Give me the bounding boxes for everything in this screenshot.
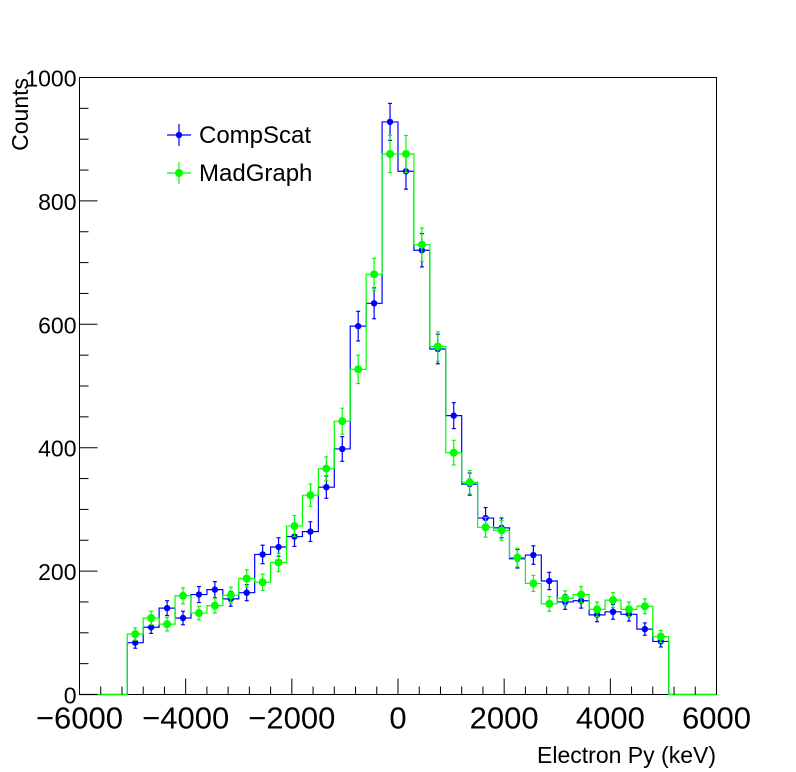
data-point-madgraph (417, 240, 426, 249)
data-point-madgraph (147, 613, 156, 622)
series-layer (79, 102, 717, 696)
data-point-madgraph (338, 417, 347, 426)
data-point-madgraph (194, 609, 203, 618)
data-point-compscat (530, 551, 537, 559)
y-tick-label: 1000 (25, 66, 76, 92)
data-point-compscat (307, 528, 314, 535)
data-point-madgraph (561, 594, 570, 603)
data-point-compscat (641, 625, 649, 633)
data-point-compscat (243, 589, 250, 596)
data-point-compscat (275, 543, 282, 551)
histogram-step-madgraph (79, 153, 717, 696)
data-point-madgraph (529, 579, 538, 588)
data-point-madgraph (481, 523, 490, 532)
data-point-madgraph (497, 526, 506, 535)
x-tick-label: −4000 (142, 701, 229, 736)
data-point-madgraph (354, 365, 363, 374)
legend: CompScat MadGraph (167, 122, 312, 187)
data-point-compscat (132, 639, 139, 646)
data-point-madgraph (624, 605, 633, 614)
data-point-compscat (195, 591, 203, 598)
data-point-madgraph (577, 590, 586, 599)
data-point-madgraph (449, 448, 458, 457)
data-point-compscat (370, 300, 378, 307)
data-point-madgraph (163, 620, 172, 629)
x-tick-label: 2000 (470, 701, 539, 736)
data-point-compscat (354, 322, 362, 330)
data-point-madgraph (545, 599, 554, 608)
data-point-madgraph (131, 630, 140, 639)
y-tick-label: 200 (38, 559, 76, 585)
data-point-compscat (163, 604, 171, 612)
axes-layer: −6000 −4000 −2000 0 2000 4000 6000 0 200 400 600 80… (25, 66, 751, 736)
y-tick-label: 400 (38, 436, 76, 462)
x-tick-label: −6000 (36, 701, 123, 736)
data-point-compscat (147, 624, 155, 631)
data-point-compscat (386, 118, 394, 126)
data-point-madgraph (640, 602, 649, 611)
data-point-madgraph (210, 601, 219, 610)
x-tick-label: 0 (389, 701, 406, 736)
data-point-compscat (339, 445, 346, 453)
data-point-madgraph (433, 342, 442, 351)
data-point-madgraph (593, 605, 602, 614)
data-point-madgraph (386, 150, 395, 159)
x-tick-label: −2000 (248, 701, 335, 736)
y-tick-label: 800 (38, 189, 76, 215)
data-point-madgraph (258, 578, 267, 587)
data-point-madgraph (465, 478, 474, 487)
y-axis-title: Counts (7, 78, 33, 151)
data-point-madgraph (608, 596, 617, 605)
data-point-compscat (546, 577, 553, 585)
x-axis-title: Electron Py (keV) (537, 742, 716, 768)
data-point-compscat (450, 412, 457, 419)
data-point-madgraph (370, 270, 379, 279)
data-point-madgraph (656, 632, 665, 641)
data-point-madgraph (401, 150, 410, 159)
data-point-madgraph (322, 464, 331, 473)
data-point-compscat (211, 586, 219, 593)
data-point-madgraph (513, 553, 522, 562)
x-tick-label: 4000 (576, 701, 645, 736)
data-point-madgraph (306, 491, 315, 500)
data-point-compscat (609, 608, 617, 616)
data-point-madgraph (179, 591, 188, 600)
data-point-compscat (259, 551, 266, 558)
legend-marker-compscat (175, 131, 183, 139)
data-point-madgraph (242, 574, 251, 583)
data-point-compscat (323, 483, 330, 491)
y-tick-label: 600 (38, 312, 76, 338)
legend-label-madgraph: MadGraph (199, 160, 312, 187)
legend-label-compscat: CompScat (199, 122, 311, 149)
data-point-madgraph (290, 522, 299, 531)
y-tick-label: 0 (64, 683, 77, 709)
data-point-madgraph (226, 591, 235, 600)
x-tick-label: 6000 (682, 701, 751, 736)
data-point-compscat (179, 614, 187, 622)
legend-marker-madgraph (175, 169, 183, 177)
data-point-madgraph (274, 558, 283, 567)
